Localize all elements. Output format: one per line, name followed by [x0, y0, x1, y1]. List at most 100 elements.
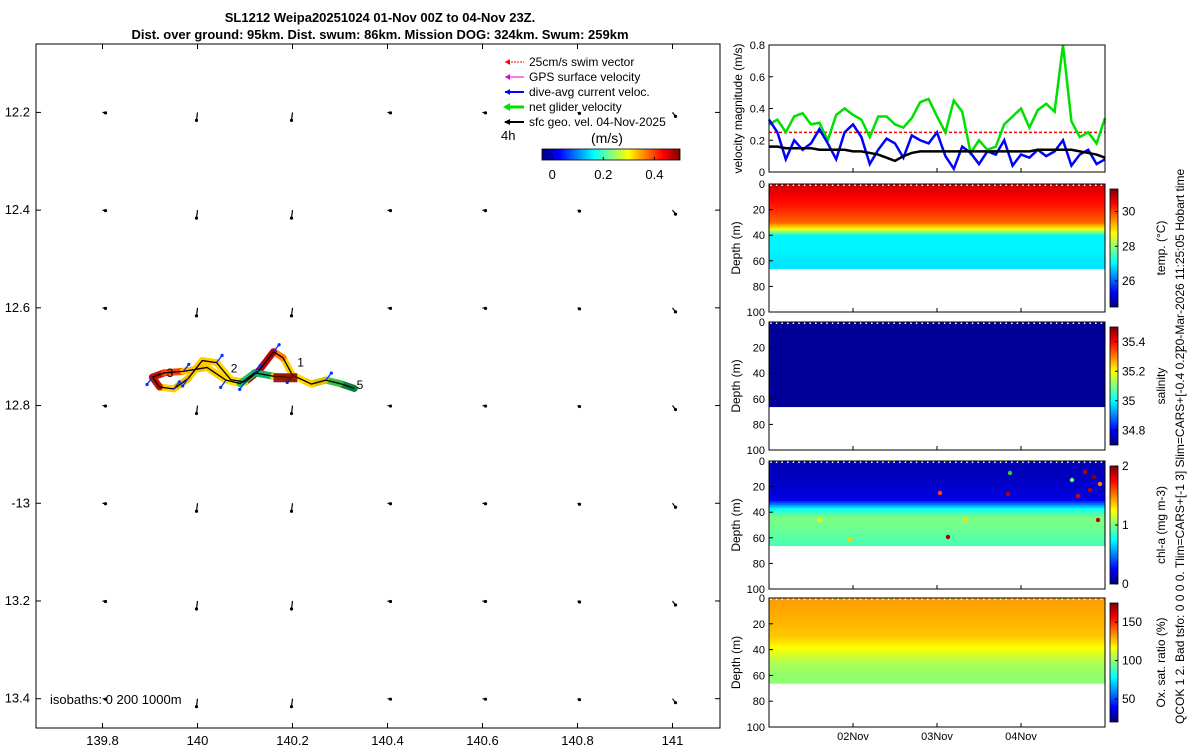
salinity-band: [769, 385, 1105, 389]
chla-band: [769, 534, 1105, 538]
temperature-frame: [768, 183, 1106, 313]
temperature-band: [769, 234, 1105, 238]
temperature-band: [769, 228, 1105, 232]
map-xtick-label: 140.4: [371, 733, 404, 748]
chla-band: [769, 486, 1105, 490]
oxygen-band: [769, 604, 1105, 608]
chla-band: [769, 477, 1105, 481]
legend-gps-label: GPS surface velocity: [529, 70, 640, 84]
legend-net-arrow: [503, 103, 510, 111]
chla-band: [769, 490, 1105, 494]
sfc-vector-head: [388, 404, 393, 408]
salinity-band: [769, 349, 1105, 353]
oxygen-colorbar: [1109, 602, 1119, 723]
temperature-band: [769, 251, 1105, 255]
sfc-vector-head: [388, 111, 393, 115]
temperature-band: [769, 245, 1105, 248]
oxygen-band: [769, 629, 1105, 633]
salinity-ytick-label: 40: [753, 368, 765, 380]
legend-sfc-arrow: [504, 119, 510, 125]
map-xtick-label: 141: [662, 733, 684, 748]
chla-band: [769, 484, 1105, 487]
velocity-ytick-label: 0: [759, 167, 765, 179]
salinity-band: [769, 362, 1105, 365]
temperature-colorbar-tick-label: 30: [1122, 205, 1136, 219]
sfc-vector-head: [289, 118, 294, 122]
temperature-band: [769, 262, 1105, 265]
map-panel: 1 2 3 5 139.8 140 140.2 140.4 140.6 140.8 141 12.2…: [5, 43, 721, 748]
temperature-band: [769, 211, 1105, 215]
chla-highlight-point: [1091, 474, 1097, 480]
temperature-band: [769, 207, 1105, 210]
chla-ytick-label: 0: [759, 456, 765, 468]
temperature-ylabel: Depth (m): [729, 221, 743, 274]
chla-band: [769, 511, 1105, 515]
oxygen-band: [769, 612, 1105, 616]
oxygen-band: [769, 663, 1105, 667]
oxygen-band: [769, 621, 1105, 625]
legend-dive-label: dive-avg current veloc.: [529, 85, 650, 99]
oxygen-band: [769, 646, 1105, 650]
salinity-ytick-label: 80: [753, 419, 765, 431]
temperature-band: [769, 243, 1105, 246]
salinity-band: [769, 326, 1105, 329]
oxygen-frame: [768, 597, 1106, 728]
sfc-vector-head: [577, 600, 582, 604]
oxygen-band: [769, 642, 1105, 646]
dive-current-arrow-head: [277, 343, 281, 347]
oxygen-band: [769, 623, 1105, 627]
oxygen-band: [769, 619, 1105, 623]
chla-highlight-point: [1082, 469, 1088, 475]
temperature-band: [769, 255, 1105, 259]
chla-band: [769, 482, 1105, 485]
dive-current-arrow-head: [187, 362, 191, 366]
sfc-vector-head: [673, 407, 678, 412]
dive-current-arrow-head: [181, 384, 185, 388]
date-tick-label: 03Nov: [921, 731, 953, 743]
sfc-vector-head: [103, 697, 108, 701]
salinity-band: [769, 400, 1105, 403]
oxygen-band: [769, 649, 1105, 652]
temperature-band: [769, 209, 1105, 213]
temperature-band: [769, 215, 1105, 219]
salinity-colorbar-label: salinity: [1154, 368, 1168, 405]
date-tick-label: 04Nov: [1005, 731, 1037, 743]
temperature-colorbar-label: temp. (°C): [1154, 221, 1168, 276]
temperature-band: [769, 219, 1105, 223]
oxygen-band: [769, 644, 1105, 648]
map-ytick-label: -13: [11, 495, 30, 510]
temperature-band: [769, 266, 1105, 270]
qc-label: QCOK 1 2. Bad tsfo: 0 0 0 0. Tlim=CARS+[…: [1173, 349, 1187, 724]
chla-highlight-point: [1097, 481, 1103, 487]
chla-band: [769, 537, 1105, 540]
chla-colorbar-tick-label: 2: [1122, 459, 1129, 473]
sfc-vector-head: [103, 306, 108, 310]
chla-band: [769, 532, 1105, 536]
velocity-ytick-label: 0.8: [750, 40, 765, 52]
salinity-band: [769, 345, 1105, 348]
chla-ylabel: Depth (m): [729, 498, 743, 551]
sfc-vector-head: [483, 502, 488, 506]
sfc-vector-head: [388, 599, 393, 604]
salinity-frame: [768, 321, 1106, 451]
temperature-colorbar-tick-label: 26: [1122, 274, 1136, 288]
temperature-band: [769, 192, 1105, 196]
temperature-band: [769, 222, 1105, 225]
chla-band: [769, 541, 1105, 544]
sfc-vector-head: [103, 111, 108, 115]
temperature-band: [769, 249, 1105, 253]
map-ytick-label: 13.2: [5, 593, 30, 608]
oxygen-band: [769, 655, 1105, 659]
map-ytick-label: 12.6: [5, 300, 30, 315]
temperature-band: [769, 230, 1105, 234]
temperature-band: [769, 253, 1105, 257]
temperature-band: [769, 186, 1105, 189]
oxygen-band: [769, 634, 1105, 637]
sfc-vector-head: [673, 212, 678, 216]
sfc-vector-head: [103, 404, 108, 408]
chla-ytick-label: 20: [753, 482, 765, 494]
map-ytick-label: 13.4: [5, 691, 30, 706]
map-legend: 25cm/s swim vector GPS surface velocity …: [501, 55, 666, 146]
chla-band: [769, 513, 1105, 517]
